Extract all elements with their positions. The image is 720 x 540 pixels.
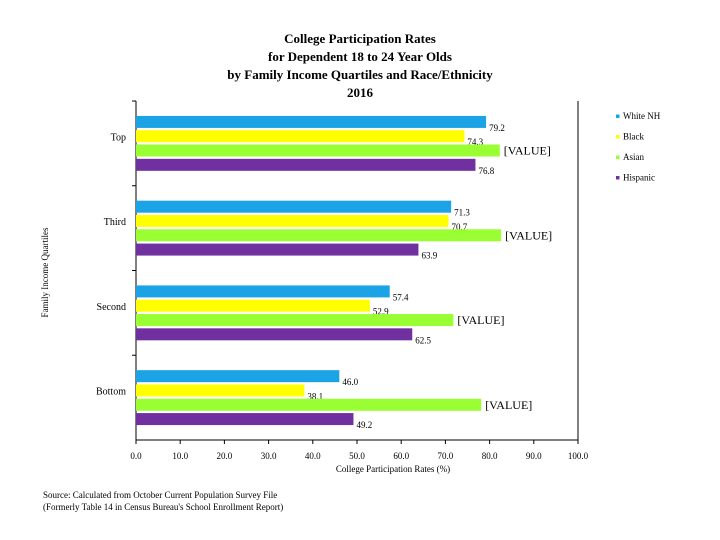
source-line-2: (Formerly Table 14 in Census Bureau's Sc… [43,502,284,512]
legend-swatch-black [616,135,620,139]
chart-title: College Participation Rates for Dependen… [180,30,540,102]
x-tick-label: 20.0 [217,451,233,461]
data-label: 71.3 [454,208,470,218]
data-label: 49.2 [356,420,372,430]
data-label: [VALUE] [485,398,532,412]
chart-title-line-3: by Family Income Quartiles and Race/Ethn… [227,67,493,82]
data-label: 62.5 [415,335,431,345]
data-label: [VALUE] [457,313,504,327]
source-note: Source: Calculated from October Current … [43,489,283,513]
data-label: 79.2 [489,123,505,133]
x-tick-label: 0.0 [130,451,142,461]
x-tick-label: 90.0 [526,451,542,461]
x-tick-label: 30.0 [261,451,277,461]
data-label: 70.7 [451,222,467,232]
legend-swatch-asian [616,155,620,159]
x-tick-label: 60.0 [393,451,409,461]
bar-white-nh-top [136,115,487,128]
x-tick-label: 100.0 [568,451,589,461]
bar-black-third [136,214,449,227]
data-label: [VALUE] [504,144,551,158]
data-label: [VALUE] [505,228,552,242]
bar-hispanic-second [136,328,413,341]
x-tick-label: 10.0 [172,451,188,461]
legend-label-hispanic: Hispanic [623,173,655,183]
legend-label-asian: Asian [623,152,644,162]
bar-white-nh-second [136,285,390,298]
data-label: 57.4 [393,292,409,302]
chart-title-line-1: College Participation Rates [284,31,436,46]
bar-white-nh-bottom [136,370,340,383]
data-label: 52.9 [373,307,389,317]
data-label: 74.3 [467,137,483,147]
data-label: 46.0 [342,377,358,387]
x-tick-label: 70.0 [438,451,454,461]
data-label: 38.1 [307,391,323,401]
bar-asian-bottom [136,398,482,411]
bar-black-top [136,130,465,143]
legend-label-white-nh: White NH [623,111,661,121]
bar-asian-third [136,229,502,242]
bar-black-second [136,299,370,312]
bar-hispanic-bottom [136,413,354,426]
x-axis-label: College Participation Rates (%) [336,464,450,474]
category-label-bottom: Bottom [96,387,126,398]
chart-title-line-4: 2016 [347,85,373,100]
bar-asian-second [136,314,454,327]
data-label: 76.8 [478,166,494,176]
bar-black-bottom [136,384,305,397]
bar-hispanic-third [136,243,419,256]
x-tick-label: 40.0 [305,451,321,461]
category-label-top: Top [111,132,126,143]
legend-swatch-hispanic [616,176,620,180]
legend-swatch-white-nh [616,114,620,118]
chart-title-line-2: for Dependent 18 to 24 Year Olds [268,49,452,64]
legend-label-black: Black [623,132,644,142]
bar-asian-top [136,144,500,157]
category-label-third: Third [104,217,126,228]
data-label: 63.9 [421,251,437,261]
bar-white-nh-third [136,200,452,213]
source-line-1: Source: Calculated from October Current … [43,490,278,500]
y-axis-label: Family Income Quartiles [40,227,50,317]
category-label-second: Second [97,302,126,313]
x-tick-label: 80.0 [482,451,498,461]
x-tick-label: 50.0 [349,451,365,461]
bar-hispanic-top [136,158,476,171]
